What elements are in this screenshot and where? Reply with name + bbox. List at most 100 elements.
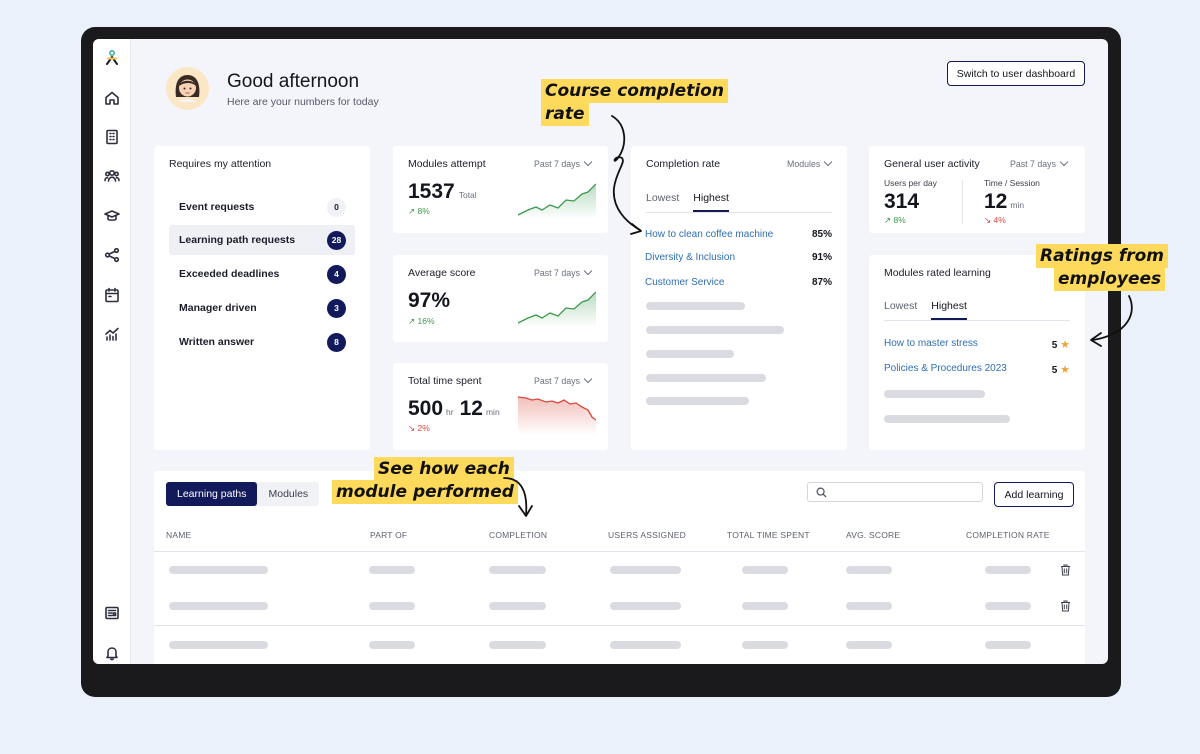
search-input[interactable] [832, 485, 977, 499]
loading-placeholder [169, 641, 268, 649]
count-badge: 28 [327, 230, 346, 250]
rated-item[interactable]: How to master stress 5 ★ [884, 338, 1070, 351]
column-header-completion[interactable]: COMPLETION [489, 530, 548, 540]
trend-up-icon: ↗ [408, 316, 418, 326]
share-icon[interactable] [103, 246, 121, 264]
sidebar [93, 39, 131, 664]
completion-item[interactable]: How to clean coffee machine 85% [645, 229, 832, 240]
tab-highest[interactable]: Highest [931, 300, 967, 320]
column-header-part-of[interactable]: PART OF [370, 530, 408, 540]
attention-item-manager-driven[interactable]: Manager driven 3 [169, 293, 355, 323]
range-dropdown[interactable]: Past 7 days [534, 266, 593, 278]
loading-placeholder [846, 602, 892, 610]
range-dropdown[interactable]: Past 7 days [1010, 157, 1069, 169]
tab-learning-paths[interactable]: Learning paths [166, 482, 258, 506]
modules-attempt-unit: Total [458, 190, 477, 200]
attention-item-exceeded-deadlines[interactable]: Exceeded deadlines 4 [169, 259, 355, 289]
rated-item[interactable]: Policies & Procedures 2023 5 ★ [884, 363, 1070, 376]
attention-item-label: Learning path requests [179, 234, 296, 246]
loading-placeholder [489, 641, 546, 649]
range-dropdown[interactable]: Past 7 days [534, 157, 593, 169]
attention-item-label: Exceeded deadlines [179, 268, 280, 280]
modules-attempt-title: Modules attempt [408, 158, 486, 170]
annotation-arrow-icon [611, 115, 642, 235]
attention-item-written-answer[interactable]: Written answer 8 [169, 327, 355, 357]
loading-placeholder [985, 566, 1031, 574]
modules-attempt-value: 1537 [408, 180, 455, 203]
rated-item-score: 5 ★ [1052, 363, 1070, 376]
completion-item[interactable]: Diversity & Inclusion 91% [645, 252, 832, 263]
switch-dashboard-button[interactable]: Switch to user dashboard [947, 61, 1085, 86]
count-badge: 0 [327, 197, 346, 217]
loading-placeholder [169, 566, 268, 574]
bell-icon[interactable] [103, 644, 121, 662]
loading-placeholder [742, 602, 788, 610]
completion-filter-dropdown[interactable]: Modules [787, 157, 833, 169]
completion-rate-title: Completion rate [646, 158, 721, 170]
tab-modules[interactable]: Modules [268, 488, 309, 500]
range-dropdown[interactable]: Past 7 days [534, 374, 593, 386]
annotation-ratings-line2: employees [1054, 267, 1166, 291]
modules-attempt-card: Modules attempt Past 7 days 1537 Total ↗… [393, 146, 608, 233]
trend-up-icon: ↗ [408, 206, 418, 216]
search-box[interactable] [807, 482, 983, 502]
annotation-course-completion-line1: Course completion [541, 79, 728, 103]
home-icon[interactable] [103, 89, 121, 107]
trend-down-icon: ↘ [408, 423, 418, 433]
count-badge: 3 [327, 298, 346, 318]
rated-item-name[interactable]: How to master stress [884, 338, 978, 349]
column-header-users-assigned[interactable]: USERS ASSIGNED [608, 530, 686, 540]
avatar[interactable] [166, 67, 209, 110]
rated-item-score: 5 ★ [1052, 338, 1070, 351]
tabs-divider [884, 320, 1070, 321]
trash-icon[interactable] [1060, 600, 1071, 612]
analytics-icon[interactable] [103, 325, 121, 343]
loading-placeholder [742, 641, 788, 649]
column-header-name[interactable]: NAME [166, 530, 192, 540]
time-spent-change: ↘ 2% [408, 423, 430, 434]
count-badge: 4 [327, 264, 346, 284]
attention-item-learning-path-requests[interactable]: Learning path requests 28 [169, 225, 355, 255]
chevron-down-icon [583, 157, 593, 167]
news-icon[interactable] [103, 604, 121, 622]
column-header-total-time-spent[interactable]: TOTAL TIME SPENT [727, 530, 810, 540]
calendar-icon[interactable] [103, 286, 121, 304]
attention-item-label: Written answer [179, 336, 255, 348]
loading-placeholder [646, 374, 766, 382]
tab-highest[interactable]: Highest [693, 192, 729, 212]
table-row[interactable] [154, 589, 1085, 625]
tab-lowest[interactable]: Lowest [884, 300, 918, 312]
average-score-card: Average score Past 7 days 97% ↗ 16% [393, 255, 608, 342]
column-header-avg-score[interactable]: AVG. SCORE [846, 530, 901, 540]
users-per-day-label: Users per day [884, 178, 937, 188]
loading-placeholder [742, 566, 788, 574]
average-score-title: Average score [408, 267, 476, 279]
average-score-value: 97% [408, 289, 451, 312]
range-label: Past 7 days [534, 268, 580, 278]
change-value: 2% [417, 423, 430, 433]
trash-icon[interactable] [1060, 564, 1071, 576]
time-spent-sparkline [518, 396, 596, 435]
graduation-cap-icon[interactable] [103, 207, 121, 225]
completion-item-name[interactable]: Customer Service [645, 277, 725, 288]
column-header-completion-rate[interactable]: COMPLETION RATE [966, 530, 1050, 540]
attention-item-label: Manager driven [179, 302, 257, 314]
completion-item-name[interactable]: How to clean coffee machine [645, 229, 774, 240]
logo-icon[interactable] [103, 48, 121, 66]
tab-lowest[interactable]: Lowest [646, 192, 680, 204]
completion-item-name[interactable]: Diversity & Inclusion [645, 252, 736, 263]
chevron-down-icon [1059, 157, 1069, 167]
average-score-sparkline [518, 291, 596, 327]
building-icon[interactable] [103, 128, 121, 146]
change-value: 8% [417, 206, 430, 216]
attention-item-event-requests[interactable]: Event requests 0 [169, 192, 355, 222]
add-learning-button[interactable]: Add learning [994, 482, 1074, 507]
table-row[interactable] [154, 552, 1085, 588]
table-row[interactable] [154, 629, 1085, 664]
completion-item[interactable]: Customer Service 87% [645, 277, 832, 288]
attention-card: Requires my attention Event requests 0 L… [154, 146, 370, 450]
users-icon[interactable] [103, 167, 121, 185]
rated-item-name[interactable]: Policies & Procedures 2023 [884, 363, 1007, 374]
loading-placeholder [846, 641, 892, 649]
rating-value: 5 [1051, 365, 1058, 376]
